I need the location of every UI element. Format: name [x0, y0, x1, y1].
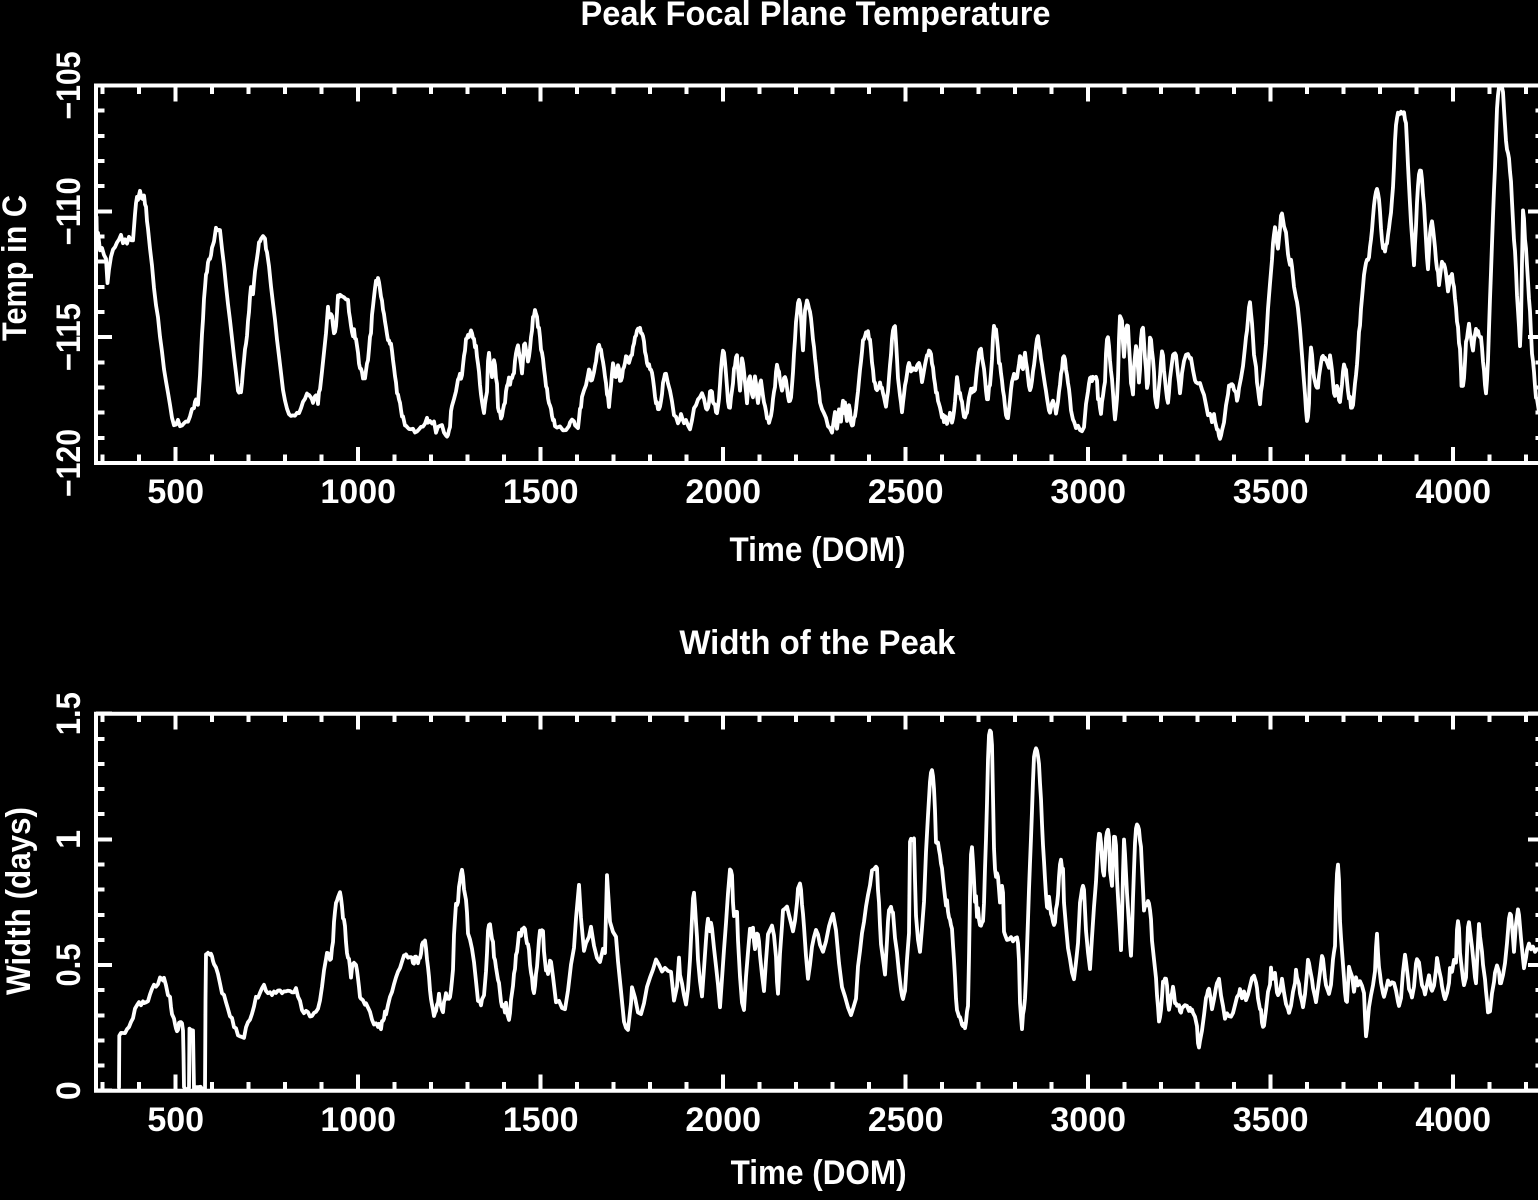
svg-text:3500: 3500 [1233, 473, 1309, 511]
svg-text:0: 0 [50, 1081, 88, 1100]
svg-text:3000: 3000 [1050, 1101, 1126, 1139]
svg-text:2500: 2500 [868, 473, 944, 511]
svg-text:1500: 1500 [503, 1101, 579, 1139]
svg-text:−105: −105 [50, 52, 88, 120]
svg-text:−115: −115 [50, 303, 88, 371]
svg-text:Time (DOM): Time (DOM) [730, 531, 906, 569]
svg-text:Width (days): Width (days) [0, 807, 38, 995]
svg-text:1.5: 1.5 [50, 692, 88, 735]
svg-text:Peak Focal Plane Temperature: Peak Focal Plane Temperature [581, 0, 1051, 33]
svg-text:Time (DOM): Time (DOM) [731, 1154, 907, 1192]
svg-text:1000: 1000 [320, 473, 396, 511]
svg-text:4000: 4000 [1415, 473, 1491, 511]
svg-text:3500: 3500 [1233, 1101, 1309, 1139]
svg-text:Temp in C: Temp in C [0, 195, 34, 341]
svg-text:−110: −110 [50, 177, 88, 245]
svg-text:−120: −120 [50, 429, 88, 497]
svg-text:Width of the Peak: Width of the Peak [679, 624, 955, 662]
svg-text:2000: 2000 [685, 473, 761, 511]
svg-text:2500: 2500 [868, 1101, 944, 1139]
svg-text:500: 500 [147, 473, 204, 511]
svg-text:3000: 3000 [1050, 473, 1126, 511]
svg-text:4000: 4000 [1415, 1101, 1491, 1139]
svg-text:1: 1 [50, 830, 88, 849]
svg-text:1000: 1000 [320, 1101, 396, 1139]
svg-text:2000: 2000 [685, 1101, 761, 1139]
svg-text:500: 500 [147, 1101, 204, 1139]
svg-text:1500: 1500 [503, 473, 579, 511]
svg-text:0.5: 0.5 [50, 944, 88, 987]
